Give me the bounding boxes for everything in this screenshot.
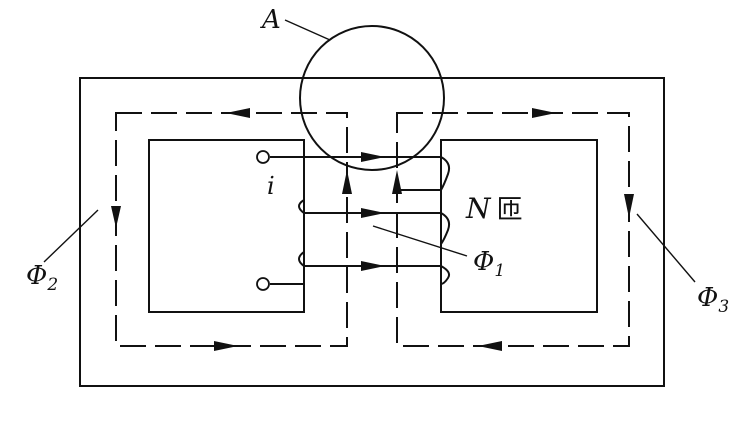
current-label: i — [267, 172, 275, 200]
flux-arrow-bottom-right — [478, 341, 502, 351]
coil-terminal-top — [256, 150, 270, 164]
phi1-leader-line — [372, 225, 468, 257]
core-outer-boundary — [79, 77, 665, 387]
phi1-subscript: 1 — [494, 261, 505, 281]
flux-arrow-center-right-up — [392, 170, 402, 194]
phi1-symbol: Φ — [473, 247, 494, 277]
phi3-subscript: 3 — [718, 297, 729, 317]
right-window — [440, 139, 598, 313]
meter-label: A — [260, 5, 281, 35]
meter-leader-line — [284, 19, 331, 41]
flux-path-phi3 — [396, 112, 630, 347]
phi2-subscript: 2 — [46, 275, 58, 295]
turns-symbol: N — [465, 192, 492, 225]
left-window — [148, 139, 305, 313]
flux-arrow-right-down — [624, 194, 634, 218]
flux-arrow-center-left-up — [342, 170, 352, 194]
coil-winding — [270, 152, 451, 285]
coil-terminal-bottom — [256, 277, 270, 291]
phi2-symbol: Φ — [26, 261, 47, 291]
phi3-symbol: Φ — [697, 283, 718, 313]
meter-circle — [299, 25, 445, 171]
phi3-leader-line — [636, 213, 696, 283]
phi1-label: Φ1 — [473, 247, 505, 281]
flux-arrow-top-left — [226, 108, 250, 118]
phi2-label: Φ2 — [26, 261, 58, 295]
phi2-leader-line — [43, 209, 99, 263]
flux-arrow-top-right — [532, 108, 556, 118]
phi3-label: Φ3 — [697, 283, 729, 317]
turns-unit: 匝 — [497, 195, 523, 225]
flux-arrow-left-down — [111, 206, 121, 228]
flux-arrow-bottom-left — [214, 341, 238, 351]
